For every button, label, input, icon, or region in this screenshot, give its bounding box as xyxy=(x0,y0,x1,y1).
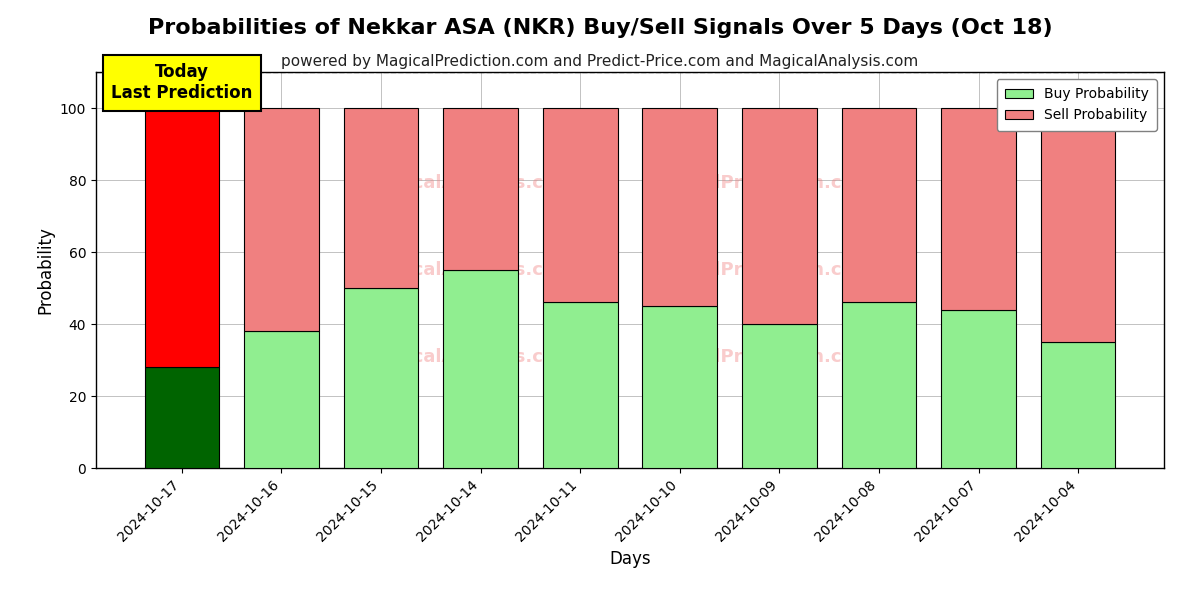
Text: MagicalAnalysis.com: MagicalAnalysis.com xyxy=(365,348,575,366)
Bar xyxy=(1040,108,1116,342)
Bar xyxy=(244,108,319,331)
Bar xyxy=(443,270,518,468)
Bar xyxy=(542,302,618,468)
Bar xyxy=(642,108,718,306)
Text: MagicalPrediction.com: MagicalPrediction.com xyxy=(643,261,872,279)
Bar xyxy=(941,108,1016,310)
Text: Today
Last Prediction: Today Last Prediction xyxy=(112,64,252,102)
Bar xyxy=(144,367,220,468)
Y-axis label: Probability: Probability xyxy=(36,226,54,314)
Bar xyxy=(841,302,917,468)
Text: MagicalAnalysis.com: MagicalAnalysis.com xyxy=(365,261,575,279)
Bar xyxy=(144,108,220,367)
X-axis label: Days: Days xyxy=(610,550,650,568)
Bar xyxy=(343,108,419,288)
Text: powered by MagicalPrediction.com and Predict-Price.com and MagicalAnalysis.com: powered by MagicalPrediction.com and Pre… xyxy=(281,54,919,69)
Bar xyxy=(642,306,718,468)
Text: MagicalPrediction.com: MagicalPrediction.com xyxy=(643,348,872,366)
Bar xyxy=(742,108,817,324)
Bar xyxy=(941,310,1016,468)
Bar xyxy=(1040,342,1116,468)
Bar xyxy=(244,331,319,468)
Text: MagicalAnalysis.com: MagicalAnalysis.com xyxy=(365,174,575,192)
Bar xyxy=(343,288,419,468)
Bar xyxy=(542,108,618,302)
Text: MagicalPrediction.com: MagicalPrediction.com xyxy=(643,174,872,192)
Bar xyxy=(443,108,518,270)
Bar xyxy=(841,108,917,302)
Legend: Buy Probability, Sell Probability: Buy Probability, Sell Probability xyxy=(997,79,1157,131)
Bar xyxy=(742,324,817,468)
Text: Probabilities of Nekkar ASA (NKR) Buy/Sell Signals Over 5 Days (Oct 18): Probabilities of Nekkar ASA (NKR) Buy/Se… xyxy=(148,18,1052,38)
